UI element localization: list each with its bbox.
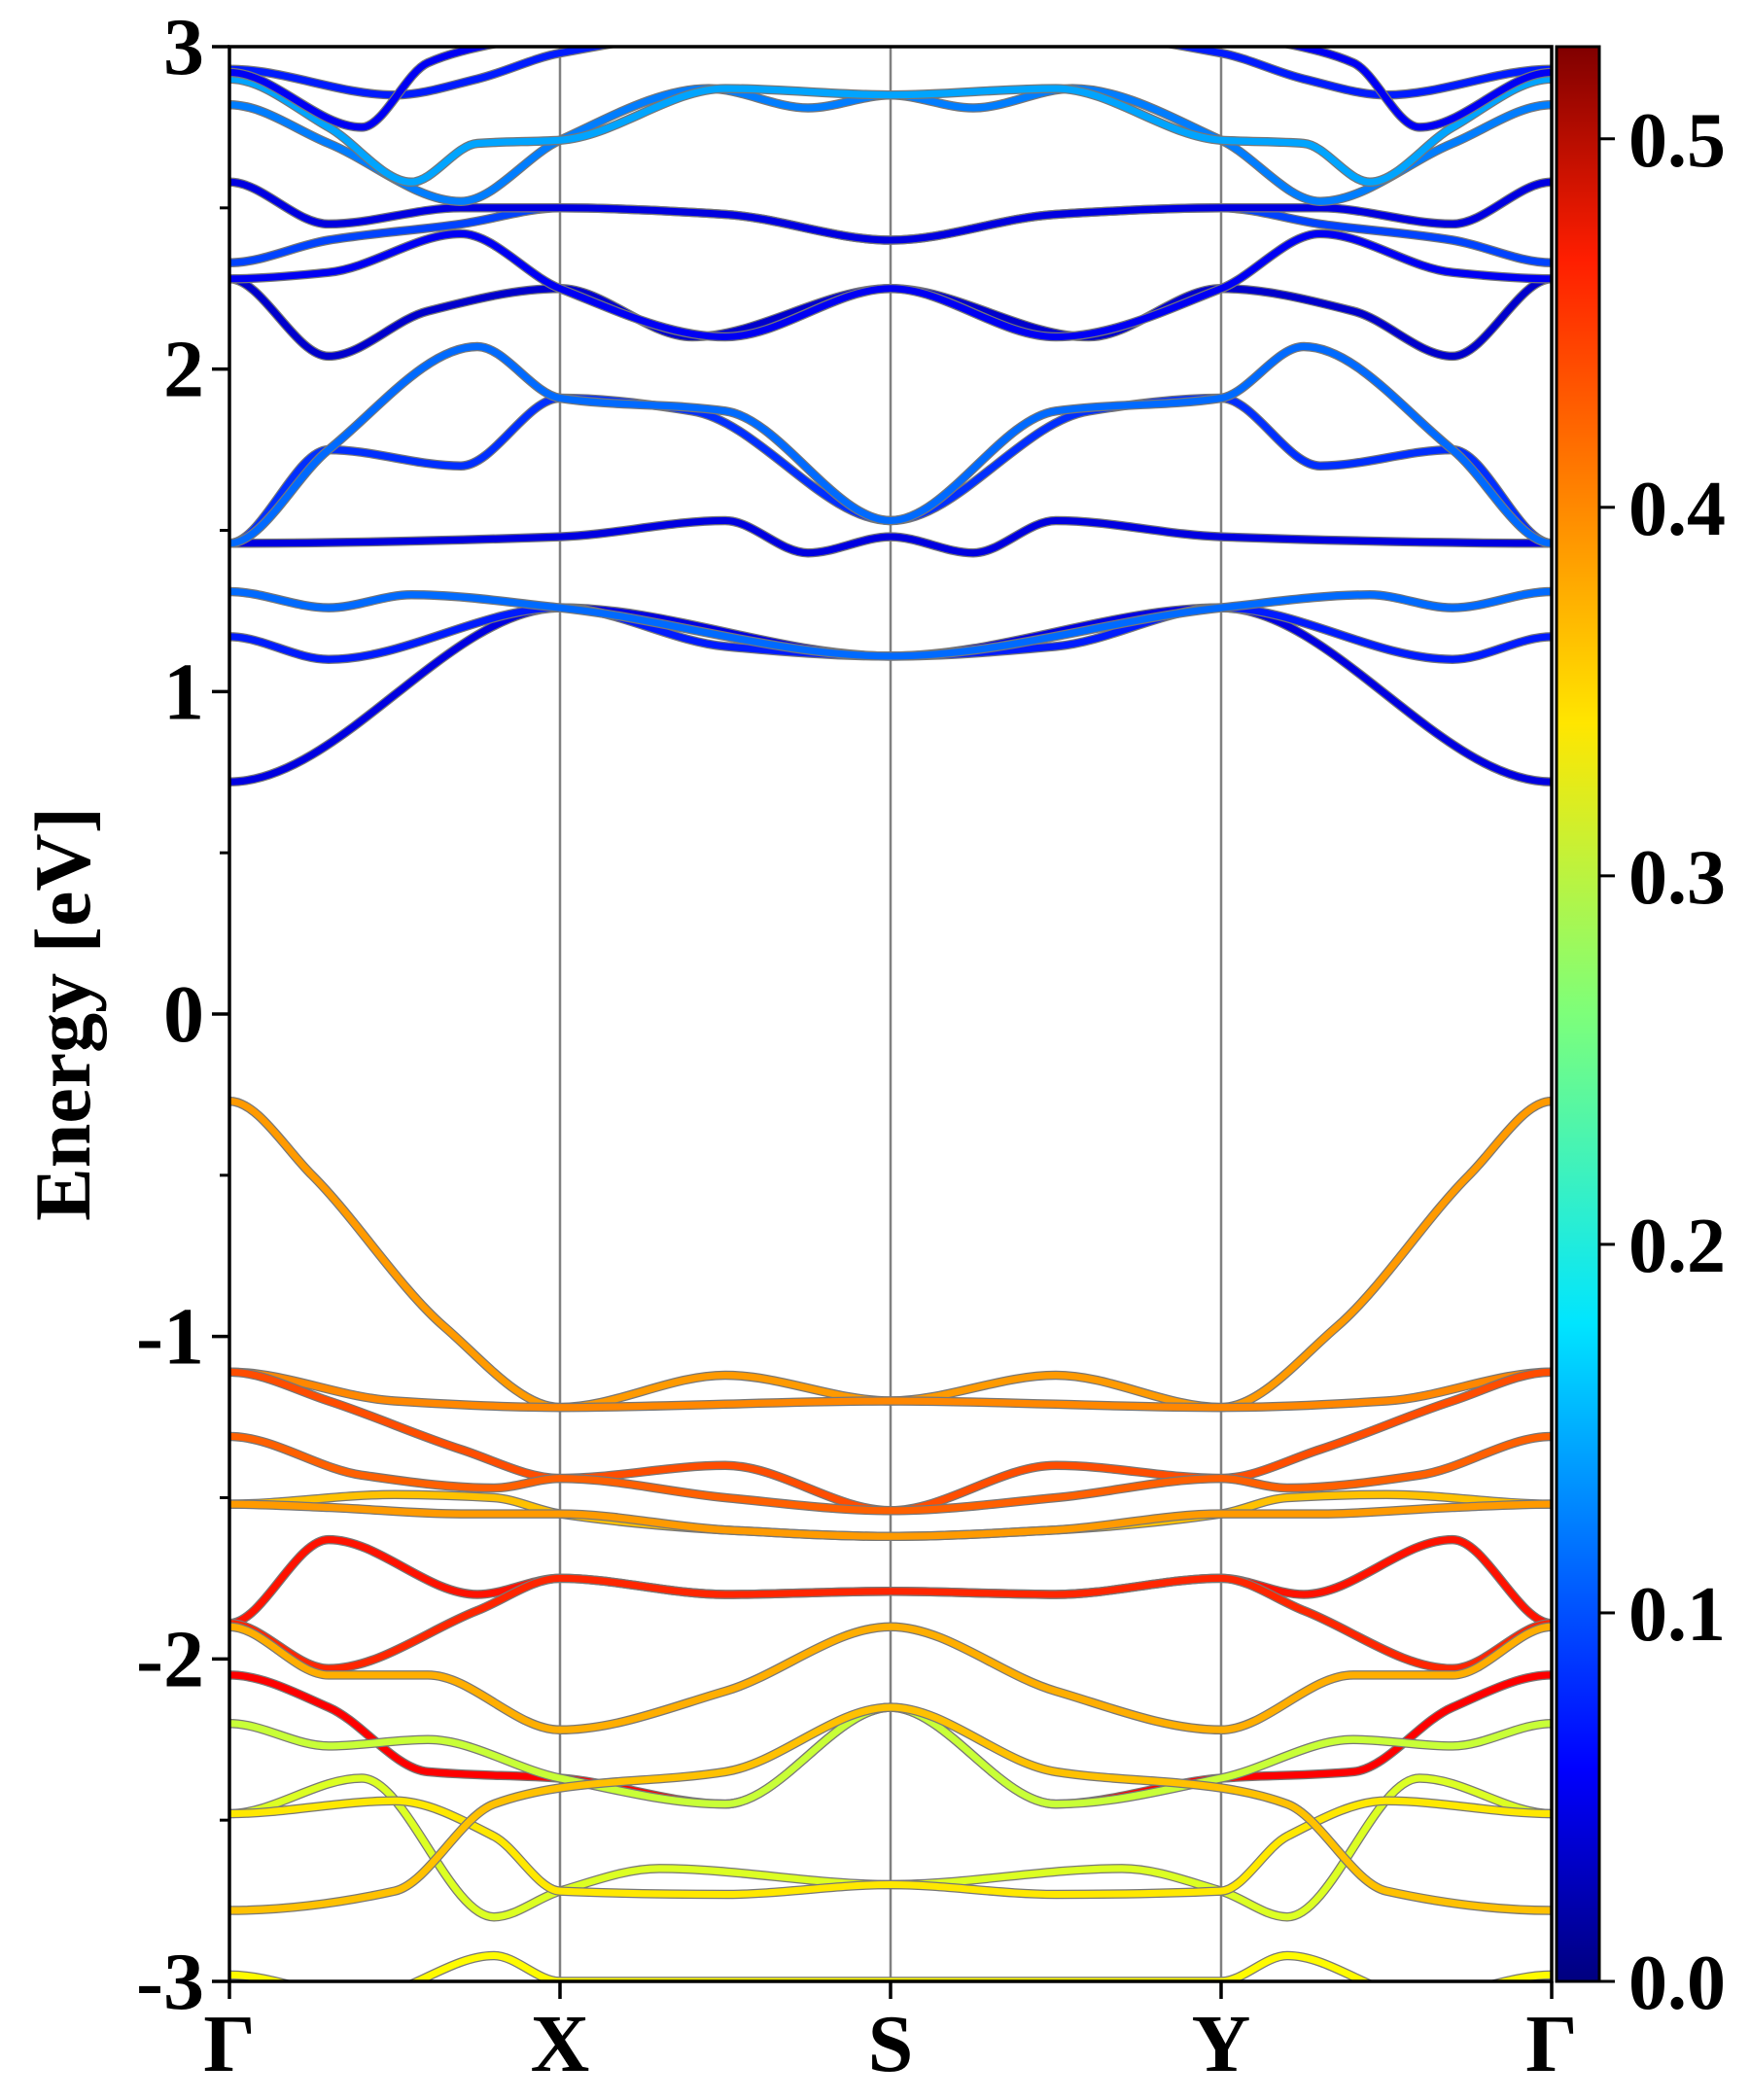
colorbar-tick-label: 0.4 bbox=[1628, 467, 1726, 552]
band-line bbox=[229, 75, 1552, 186]
band-line bbox=[229, 47, 1552, 99]
band-line bbox=[229, 1574, 1552, 1672]
band-line bbox=[229, 1703, 1552, 1914]
band-line bbox=[229, 588, 1552, 660]
x-tick-label: S bbox=[868, 1999, 914, 2089]
colorbar-tick-label: 0.0 bbox=[1628, 1941, 1726, 2026]
y-axis-label: Energy [eV] bbox=[18, 807, 107, 1221]
y-tick-label: 3 bbox=[163, 2, 204, 92]
x-tick-label: Γ bbox=[203, 1999, 255, 2089]
bands-group bbox=[229, 47, 1552, 1981]
band-line bbox=[229, 229, 1552, 340]
x-tick-label: X bbox=[531, 1999, 590, 2089]
y-tick-label: 0 bbox=[163, 969, 204, 1060]
colorbar-tick-label: 0.3 bbox=[1628, 835, 1726, 921]
colorbar-tick-label: 0.1 bbox=[1628, 1572, 1726, 1658]
colorbar-tick-label: 0.5 bbox=[1628, 98, 1726, 184]
band-line bbox=[229, 47, 1552, 131]
x-tick-label: Y bbox=[1192, 1999, 1251, 2089]
x-tick-label: Γ bbox=[1525, 1999, 1577, 2089]
band-line bbox=[229, 517, 1552, 557]
band-line bbox=[229, 178, 1552, 244]
colorbar-gradient bbox=[1557, 47, 1599, 1981]
y-tick-label: -1 bbox=[136, 1292, 204, 1382]
band-line bbox=[229, 1623, 1552, 1733]
band-line bbox=[229, 1368, 1552, 1412]
colorbar-frame bbox=[1555, 45, 1601, 1983]
colorbar-tick-label: 0.2 bbox=[1628, 1204, 1726, 1289]
colorbar: 0.0 0.1 0.2 0.3 0.4 0.5 bbox=[1555, 45, 1726, 2026]
y-tick-label: 2 bbox=[163, 325, 204, 415]
y-tick-label: -2 bbox=[136, 1614, 204, 1704]
band-line bbox=[229, 343, 1552, 547]
band-line bbox=[229, 1500, 1552, 1540]
y-tick-label: 1 bbox=[163, 647, 204, 737]
y-tick-label: -3 bbox=[136, 1937, 204, 2027]
band-line bbox=[229, 1433, 1552, 1515]
band-line bbox=[229, 1797, 1552, 1898]
